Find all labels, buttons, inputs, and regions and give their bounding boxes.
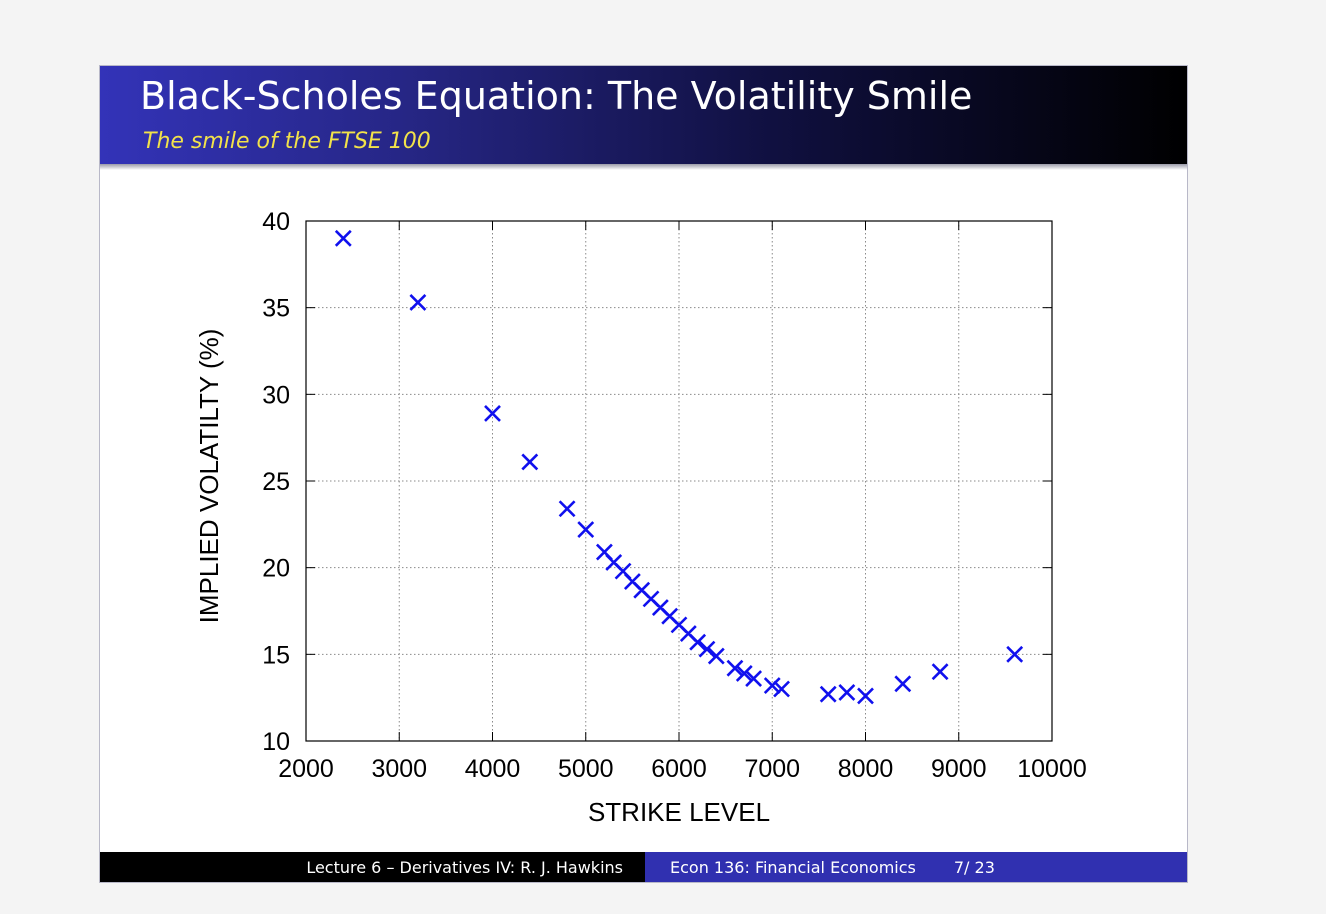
y-axis-label: IMPLIED VOLATILTY (%): [194, 329, 224, 624]
y-tick-labels: 10 15 20 25 30 35 40: [262, 208, 290, 756]
data-point: [409, 294, 427, 311]
data-point: [894, 675, 912, 693]
y-tick-label: 10: [262, 728, 290, 756]
data-point: [763, 677, 781, 694]
footer-course: Econ 136: Financial Economics: [670, 857, 916, 877]
data-point: [689, 633, 707, 651]
footer-lecture: Lecture 6 – Derivatives IV: R. J. Hawkin…: [306, 857, 623, 877]
x-tick-label: 8000: [838, 755, 894, 783]
data-point: [698, 640, 716, 658]
x-tick-label: 9000: [931, 755, 987, 783]
slide-header: Black-Scholes Equation: The Volatility S…: [100, 66, 1187, 164]
y-tick-label: 40: [262, 208, 290, 236]
data-point: [931, 663, 949, 681]
data-point: [558, 500, 576, 518]
y-tick-label: 15: [262, 641, 290, 669]
y-tick-label: 25: [262, 468, 290, 496]
data-point: [577, 521, 595, 538]
data-point: [1006, 645, 1024, 663]
data-point: [484, 404, 501, 422]
footer-right: Econ 136: Financial Economics 7/ 23: [645, 852, 1187, 882]
chart-grid: [306, 221, 1052, 741]
data-point: [745, 670, 763, 688]
x-tick-label: 2000: [278, 755, 334, 783]
footer-left: Lecture 6 – Derivatives IV: R. J. Hawkin…: [100, 852, 645, 882]
data-point: [735, 664, 753, 682]
volatility-smile-chart: 2000 3000 4000 5000 6000 7000 8000 9000 10000 10…: [194, 208, 1087, 827]
data-point: [521, 453, 539, 471]
slide-subtitle: The smile of the FTSE 100: [143, 129, 431, 154]
slide-title: Black-Scholes Equation: The Volatility S…: [140, 74, 973, 118]
x-tick-label: 4000: [465, 755, 521, 783]
slide: Black-Scholes Equation: The Volatility S…: [99, 65, 1188, 883]
data-point: [707, 647, 725, 665]
y-tick-label: 20: [262, 555, 290, 583]
header-shadow: [100, 164, 1187, 170]
y-tick-label: 30: [262, 381, 290, 409]
data-points: [334, 229, 1024, 705]
x-tick-label: 7000: [744, 755, 800, 783]
x-axis-label: STRIKE LEVEL: [588, 797, 770, 827]
data-point: [773, 680, 790, 698]
axis-ticks: [305, 220, 1053, 742]
x-tick-label: 3000: [371, 755, 427, 783]
data-point: [726, 659, 744, 677]
slide-footer: Lecture 6 – Derivatives IV: R. J. Hawkin…: [100, 852, 1187, 882]
data-point: [838, 684, 856, 701]
x-tick-label: 6000: [651, 755, 707, 783]
data-point: [334, 229, 352, 247]
data-point: [819, 685, 837, 703]
x-tick-labels: 2000 3000 4000 5000 6000 7000 8000 9000 10000: [278, 755, 1087, 783]
x-tick-label: 5000: [558, 755, 614, 783]
y-tick-label: 35: [262, 295, 290, 323]
data-point: [857, 687, 874, 705]
page-number: 7/ 23: [953, 857, 995, 877]
x-tick-label: 10000: [1017, 755, 1087, 783]
